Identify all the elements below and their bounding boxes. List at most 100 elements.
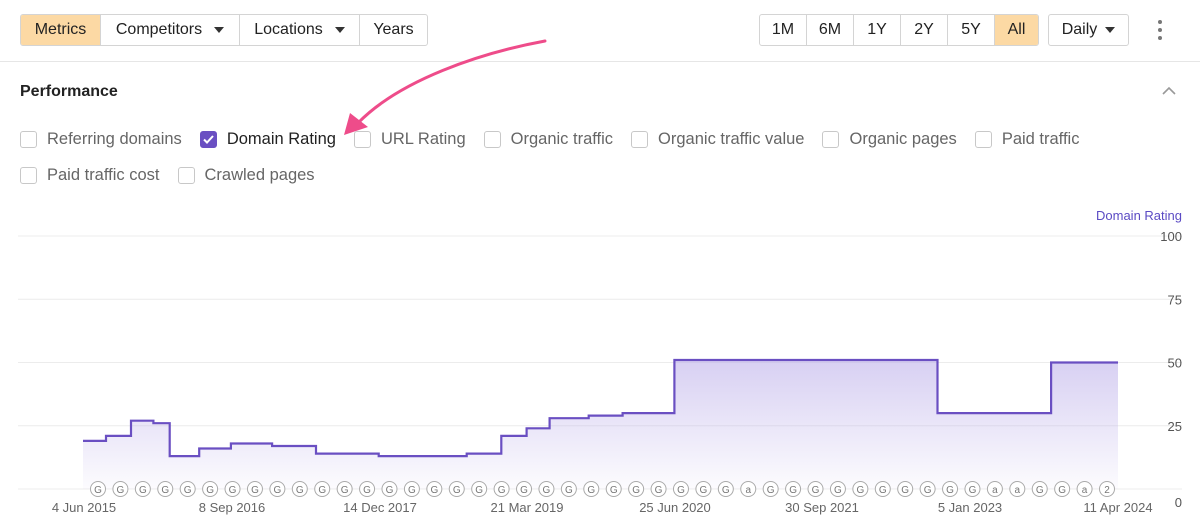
- event-marker[interactable]: G: [269, 481, 286, 497]
- event-marker[interactable]: G: [134, 481, 151, 497]
- checkbox-paid-traffic-cost[interactable]: Paid traffic cost: [20, 166, 160, 185]
- event-marker[interactable]: G: [762, 481, 779, 497]
- checkbox-empty-icon[interactable]: [822, 131, 840, 148]
- checkbox-label: Organic pages: [849, 130, 957, 148]
- event-marker[interactable]: G: [650, 481, 667, 497]
- checkbox-crawled-pages[interactable]: Crawled pages: [177, 166, 315, 185]
- range-1m[interactable]: 1M: [760, 15, 807, 45]
- range-2y[interactable]: 2Y: [901, 15, 948, 45]
- event-marker[interactable]: G: [874, 481, 891, 497]
- event-marker[interactable]: G: [246, 481, 263, 497]
- event-marker[interactable]: G: [471, 481, 488, 497]
- event-marker[interactable]: G: [605, 481, 622, 497]
- checkbox-label: Referring domains: [47, 130, 182, 148]
- event-marker[interactable]: G: [1031, 481, 1048, 497]
- event-marker[interactable]: G: [381, 481, 398, 497]
- event-marker[interactable]: G: [359, 481, 376, 497]
- event-marker[interactable]: G: [426, 481, 443, 497]
- event-marker[interactable]: G: [807, 481, 824, 497]
- range-5y[interactable]: 5Y: [948, 15, 995, 45]
- event-marker[interactable]: G: [672, 481, 689, 497]
- event-marker[interactable]: G: [224, 481, 241, 497]
- checkbox-checked-icon[interactable]: [199, 131, 217, 148]
- range-6m[interactable]: 6M: [807, 15, 854, 45]
- checkbox-organic-traffic-value[interactable]: Organic traffic value: [631, 130, 804, 149]
- event-marker[interactable]: G: [516, 481, 533, 497]
- svg-text:G: G: [767, 485, 775, 496]
- granularity-dropdown[interactable]: Daily: [1048, 14, 1129, 46]
- checkbox-referring-domains[interactable]: Referring domains: [20, 130, 182, 149]
- event-marker[interactable]: 2: [1099, 481, 1115, 497]
- event-marker[interactable]: a: [740, 481, 757, 497]
- event-marker[interactable]: G: [628, 481, 645, 497]
- tab-label: Competitors: [115, 21, 203, 38]
- event-marker[interactable]: G: [448, 481, 465, 497]
- event-marker[interactable]: G: [493, 481, 510, 497]
- event-marker[interactable]: G: [942, 481, 959, 497]
- event-marker[interactable]: G: [560, 481, 577, 497]
- tab-years[interactable]: Years: [360, 15, 427, 45]
- svg-text:G: G: [161, 485, 169, 496]
- checkbox-url-rating[interactable]: URL Rating: [353, 130, 466, 149]
- event-marker[interactable]: G: [695, 481, 712, 497]
- event-marker[interactable]: G: [717, 481, 734, 497]
- event-marker[interactable]: G: [964, 481, 981, 497]
- checkbox-label: Organic traffic: [510, 130, 614, 148]
- checkbox-organic-pages[interactable]: Organic pages: [822, 130, 957, 149]
- y-axis-label: Domain Rating: [1096, 208, 1182, 223]
- range-all[interactable]: All: [995, 15, 1038, 45]
- event-marker[interactable]: a: [1009, 481, 1026, 497]
- event-marker[interactable]: G: [919, 481, 936, 497]
- event-marker[interactable]: a: [986, 481, 1003, 497]
- event-marker[interactable]: G: [112, 481, 129, 497]
- event-marker[interactable]: G: [291, 481, 308, 497]
- checkbox-empty-icon[interactable]: [974, 131, 992, 148]
- svg-text:G: G: [184, 485, 192, 496]
- event-marker[interactable]: G: [403, 481, 420, 497]
- y-tick-label: 100: [1160, 229, 1182, 244]
- x-tick-label: 21 Mar 2019: [491, 500, 564, 515]
- checkbox-empty-icon[interactable]: [483, 131, 501, 148]
- event-marker[interactable]: G: [1054, 481, 1071, 497]
- event-marker[interactable]: G: [314, 481, 331, 497]
- collapse-chevron-up-icon[interactable]: [1160, 82, 1178, 100]
- event-marker[interactable]: G: [583, 481, 600, 497]
- event-marker[interactable]: G: [538, 481, 555, 497]
- event-marker[interactable]: a: [1076, 481, 1093, 497]
- svg-text:G: G: [475, 485, 483, 496]
- metric-checkboxes-row-1: Referring domains Domain Rating URL Rating…: [20, 130, 1097, 149]
- checkbox-organic-traffic[interactable]: Organic traffic: [483, 130, 614, 149]
- more-options-icon[interactable]: [1151, 20, 1169, 40]
- svg-text:G: G: [901, 485, 909, 496]
- tab-locations[interactable]: Locations: [240, 15, 360, 45]
- event-marker[interactable]: G: [897, 481, 914, 497]
- svg-text:G: G: [363, 485, 371, 496]
- checkbox-paid-traffic[interactable]: Paid traffic: [974, 130, 1079, 149]
- svg-text:G: G: [296, 485, 304, 496]
- y-tick-label: 50: [1168, 356, 1182, 371]
- x-tick-label: 14 Dec 2017: [343, 500, 417, 515]
- event-marker[interactable]: G: [179, 481, 196, 497]
- svg-text:G: G: [341, 485, 349, 496]
- tab-metrics[interactable]: Metrics: [21, 15, 101, 45]
- event-marker[interactable]: G: [829, 481, 846, 497]
- event-marker[interactable]: G: [157, 481, 174, 497]
- event-marker[interactable]: G: [336, 481, 353, 497]
- event-marker[interactable]: G: [202, 481, 219, 497]
- tab-competitors[interactable]: Competitors: [101, 15, 240, 45]
- checkbox-empty-icon[interactable]: [20, 167, 37, 184]
- svg-text:G: G: [117, 485, 125, 496]
- checkbox-empty-icon[interactable]: [353, 131, 371, 148]
- event-marker[interactable]: G: [785, 481, 802, 497]
- checkbox-empty-icon[interactable]: [20, 131, 37, 148]
- domain-rating-chart[interactable]: 100 75 50 25 0 G G G G G G G G G G G G G G G G G G G G G G G G G G G G G…: [0, 225, 1200, 530]
- checkbox-empty-icon[interactable]: [177, 167, 195, 184]
- range-1y[interactable]: 1Y: [854, 15, 901, 45]
- checkbox-label: Crawled pages: [204, 166, 315, 184]
- event-marker[interactable]: G: [852, 481, 869, 497]
- svg-text:G: G: [700, 485, 708, 496]
- checkbox-domain-rating[interactable]: Domain Rating: [199, 130, 336, 149]
- checkbox-empty-icon[interactable]: [631, 131, 649, 148]
- y-tick-label: 0: [1175, 495, 1182, 510]
- event-marker[interactable]: G: [90, 481, 106, 497]
